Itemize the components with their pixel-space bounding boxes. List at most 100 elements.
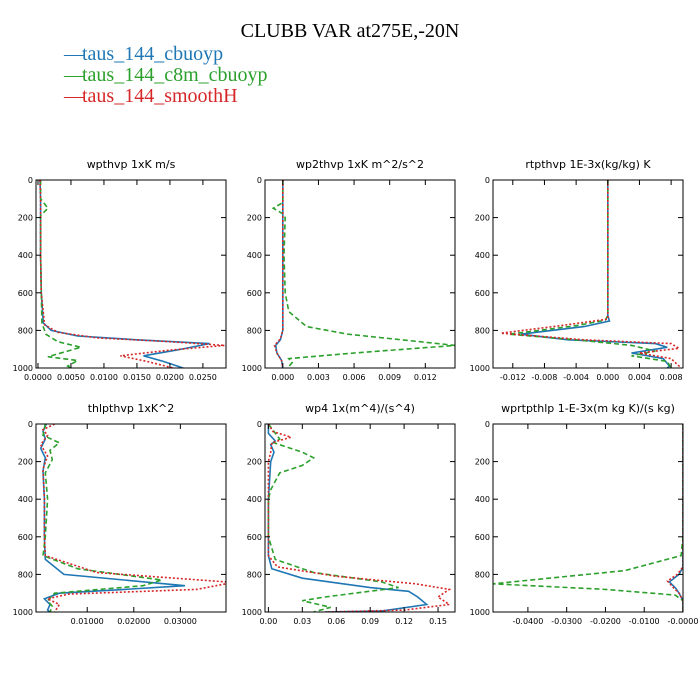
panel-title: thlpthvp 1xK^2 <box>88 402 175 415</box>
panel-2: wp2thvp 1xK m^2/s^2 0 200 400 600 800 1000 0.00… <box>242 158 456 382</box>
x-tick-label: -0.0400 <box>512 617 543 626</box>
panel-title: wprtpthlp 1-E-3x(m kg K)/(s kg) <box>501 402 675 415</box>
y-tick-label: 600 <box>475 533 490 542</box>
y-tick-label: 200 <box>18 458 33 467</box>
series-line-1 <box>267 424 429 612</box>
y-tick-label: 1000 <box>242 364 262 373</box>
panel-3: rtpthvp 1E-3x(kg/kg) K 0 200 400 600 800 1000 -… <box>470 158 684 382</box>
y-tick-label: 400 <box>18 251 33 260</box>
series-line-3 <box>666 424 683 612</box>
series-line-1 <box>39 424 186 612</box>
x-tick-label: 0.12 <box>395 617 413 626</box>
y-tick-label: 0 <box>485 420 490 429</box>
y-tick-label: 800 <box>475 570 490 579</box>
x-tick-label: 0.012 <box>414 373 437 382</box>
panel-title: wp4 1x(m^4)/(s^4) <box>305 402 415 415</box>
legend-label-2: taus_144_c8m_cbuoyp <box>82 64 268 86</box>
y-tick-label: 800 <box>475 326 490 335</box>
series-line-1 <box>39 180 210 368</box>
y-tick-label: 400 <box>247 495 262 504</box>
x-tick-label: 0.02000 <box>117 617 150 626</box>
panel-6: wprtpthlp 1-E-3x(m kg K)/(s kg) 0 200 400 60… <box>470 402 699 626</box>
series-line-2 <box>39 180 85 368</box>
y-tick-label: 800 <box>247 570 262 579</box>
y-tick-label: 400 <box>247 251 262 260</box>
y-tick-label: 1000 <box>13 364 33 373</box>
y-tick-label: 200 <box>247 458 262 467</box>
x-tick-label: 0.01000 <box>71 617 104 626</box>
series-line-2 <box>267 424 399 612</box>
y-tick-label: 600 <box>247 289 262 298</box>
series-line-2 <box>271 180 455 368</box>
legend-entry-1: —taus_144_cbuoyp <box>64 44 268 65</box>
panel-4: thlpthvp 1xK^2 0 200 400 600 800 1000 0.01000 0.… <box>13 402 227 626</box>
x-tick-label: 0.008 <box>660 373 683 382</box>
y-tick-label: 600 <box>18 289 33 298</box>
x-tick-label: 0.06 <box>327 617 345 626</box>
y-tick-label: 400 <box>18 495 33 504</box>
legend-line-3: — <box>64 85 84 107</box>
y-tick-label: 400 <box>475 251 490 260</box>
series-line-3 <box>500 180 682 368</box>
panel-title: wpthvp 1xK m/s <box>87 158 176 171</box>
y-tick-label: 800 <box>18 570 33 579</box>
panel-frame <box>264 423 456 613</box>
x-tick-label: 0.0050 <box>57 373 85 382</box>
legend-entry-3: —taus_144_smoothH <box>64 86 268 107</box>
x-tick-label: 0.003 <box>307 373 330 382</box>
y-tick-label: 600 <box>18 533 33 542</box>
x-tick-label: 0.009 <box>378 373 401 382</box>
x-tick-label: 0.004 <box>628 373 651 382</box>
y-tick-label: 1000 <box>13 608 33 617</box>
y-tick-label: 1000 <box>470 364 490 373</box>
panel-frame <box>35 423 227 613</box>
y-tick-label: 800 <box>18 326 33 335</box>
panel-frame <box>264 179 456 369</box>
y-tick-label: 200 <box>18 214 33 223</box>
y-tick-label: 200 <box>475 214 490 223</box>
series-line-3 <box>273 180 284 368</box>
panel-frame <box>492 423 684 613</box>
x-tick-label: 0.0150 <box>123 373 151 382</box>
y-tick-label: 1000 <box>470 608 490 617</box>
y-tick-label: 1000 <box>242 608 262 617</box>
y-tick-label: 0 <box>28 420 33 429</box>
series-line-3 <box>267 424 452 612</box>
x-tick-label: 0.0100 <box>90 373 118 382</box>
x-tick-label: 0.000 <box>596 373 619 382</box>
y-tick-label: 600 <box>475 289 490 298</box>
y-tick-label: 0 <box>257 420 262 429</box>
x-tick-label: 0.03 <box>293 617 311 626</box>
y-tick-label: 200 <box>475 458 490 467</box>
legend-entry-2: —taus_144_c8m_cbuoyp <box>64 65 268 86</box>
x-tick-label: 0.00 <box>259 617 277 626</box>
x-tick-label: 0.006 <box>343 373 366 382</box>
series-line-2 <box>493 424 683 612</box>
series-line-2 <box>42 424 162 612</box>
y-tick-label: 0 <box>28 176 33 185</box>
x-tick-label: -0.0100 <box>629 617 660 626</box>
legend: —taus_144_cbuoyp —taus_144_c8m_cbuoyp —t… <box>64 44 268 107</box>
x-tick-label: 0.0250 <box>189 373 217 382</box>
legend-line-2: — <box>64 64 84 86</box>
y-tick-label: 0 <box>257 176 262 185</box>
x-tick-label: 0.0000 <box>24 373 52 382</box>
x-tick-label: 0.15 <box>429 617 447 626</box>
panel-frame <box>492 179 684 369</box>
x-tick-label: 0.0200 <box>156 373 184 382</box>
series-line-1 <box>668 424 683 612</box>
x-tick-label: -0.0200 <box>590 617 621 626</box>
x-tick-label: -0.0000 <box>668 617 699 626</box>
y-tick-label: 0 <box>485 176 490 185</box>
x-tick-label: -0.004 <box>563 373 589 382</box>
panel-title: rtpthvp 1E-3x(kg/kg) K <box>525 158 651 171</box>
series-line-3 <box>39 180 225 368</box>
y-tick-label: 400 <box>475 495 490 504</box>
y-tick-label: 200 <box>247 214 262 223</box>
y-tick-label: 800 <box>247 326 262 335</box>
y-tick-label: 600 <box>247 533 262 542</box>
legend-line-1: — <box>64 43 84 65</box>
